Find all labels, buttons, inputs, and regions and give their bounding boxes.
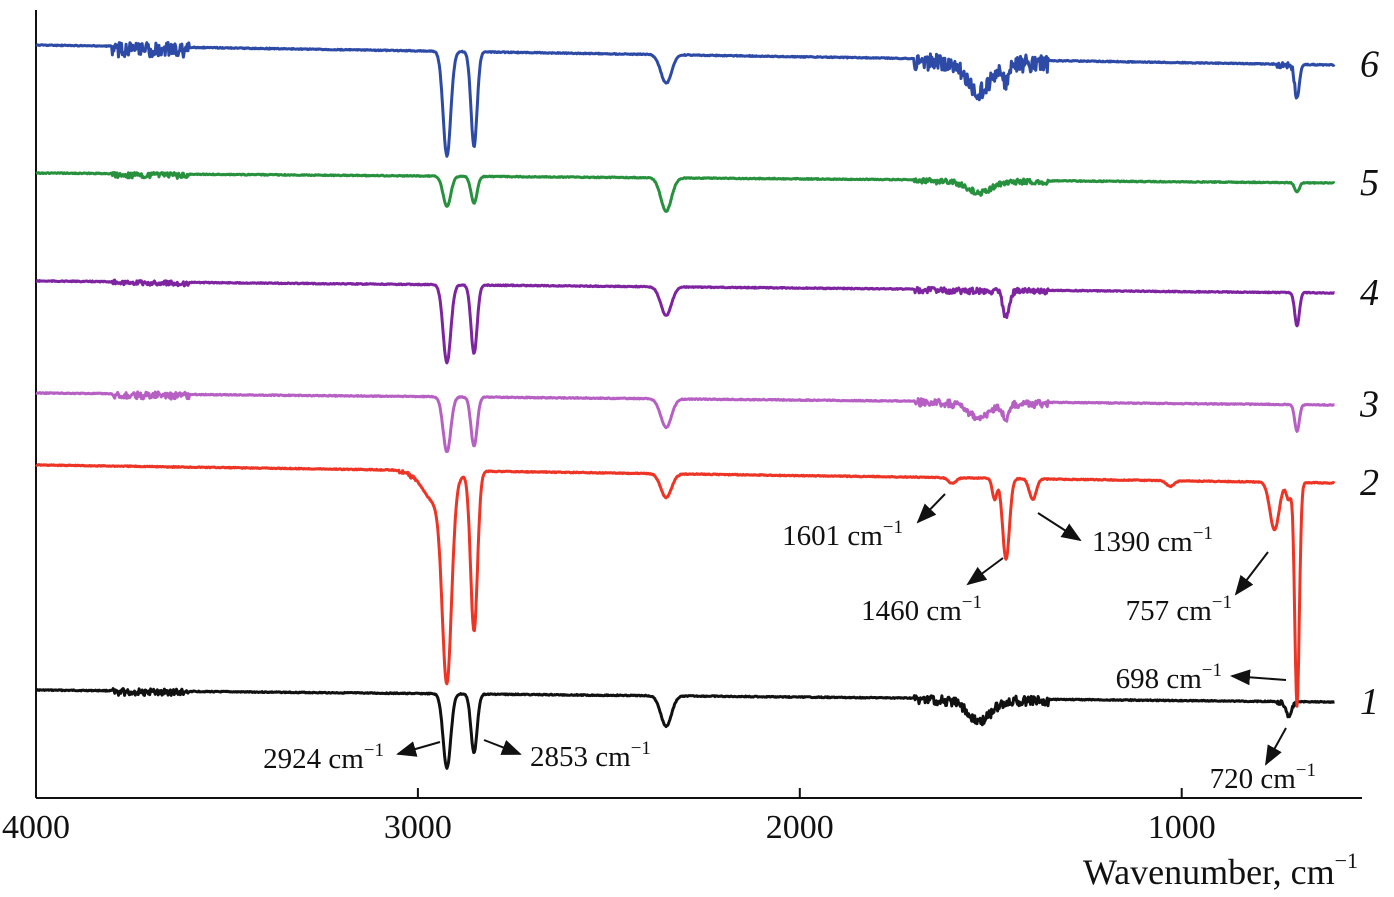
annotation-arrow xyxy=(1265,727,1287,766)
series-3-line xyxy=(35,390,1336,453)
series-5-label: 5 xyxy=(1360,162,1379,204)
series-4-label: 4 xyxy=(1360,272,1379,314)
x-tick-label: 4000 xyxy=(2,809,70,846)
x-tick-label: 2000 xyxy=(766,809,834,846)
annotation-698: 698 cm−1 xyxy=(1116,660,1222,695)
series-2-label: 2 xyxy=(1360,462,1379,504)
series-labels: 1 2 3 4 5 6 xyxy=(1359,44,1379,723)
annotation-1601: 1601 cm−1 xyxy=(782,517,903,552)
annotation-1460: 1460 cm−1 xyxy=(861,592,982,627)
series-3-label: 3 xyxy=(1359,384,1379,426)
annotation-720: 720 cm−1 xyxy=(1210,760,1316,795)
series-6-line xyxy=(35,41,1336,158)
x-tick-label: 3000 xyxy=(384,809,452,846)
series-layer xyxy=(35,41,1336,770)
annotation-arrow xyxy=(966,557,1004,586)
axes: 4000 3000 2000 1000 xyxy=(2,10,1362,846)
annotation-1390: 1390 cm−1 xyxy=(1092,523,1213,558)
annotation-arrow xyxy=(483,739,522,755)
series-1-label: 1 xyxy=(1360,681,1379,723)
series-5-line xyxy=(35,171,1336,213)
x-axis-title: Wavenumber, cm−1 xyxy=(1083,848,1358,892)
annotation-arrow xyxy=(1234,551,1269,596)
series-4-line xyxy=(35,278,1336,365)
x-tick-label: 1000 xyxy=(1148,809,1216,846)
series-2-line xyxy=(35,463,1336,708)
annotation-2924: 2924 cm−1 xyxy=(263,740,384,775)
annotations: 2924 cm−1 2853 cm−1 720 cm−1 1601 cm−1 1390 … xyxy=(263,493,1316,795)
annotation-arrow xyxy=(916,493,946,524)
annotation-arrow xyxy=(1037,512,1082,542)
annotation-2853: 2853 cm−1 xyxy=(530,738,651,773)
annotation-757: 757 cm−1 xyxy=(1126,592,1232,627)
series-6-label: 6 xyxy=(1360,44,1379,86)
annotation-arrow xyxy=(1230,669,1287,686)
series-1-line xyxy=(35,687,1336,770)
annotation-arrow xyxy=(396,741,441,757)
